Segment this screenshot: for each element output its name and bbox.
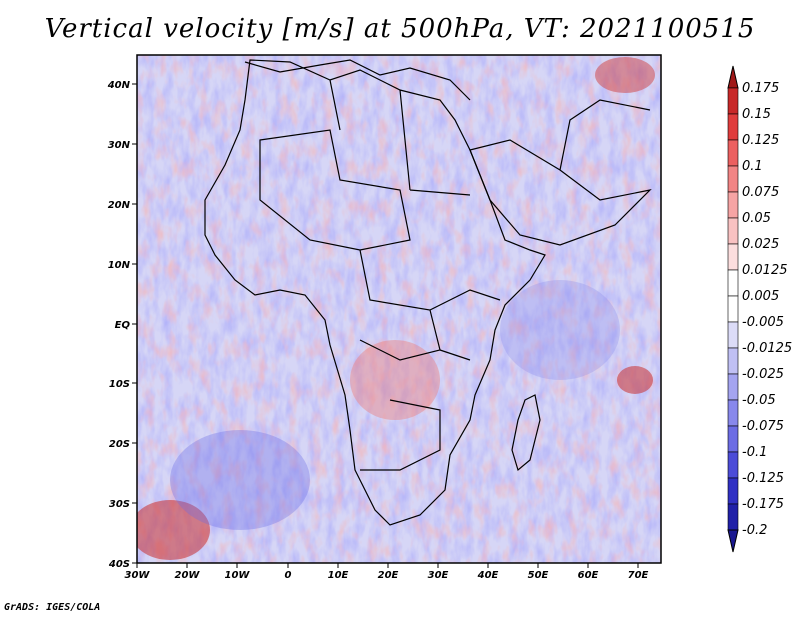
lon-tick-label: 10W — [225, 570, 251, 581]
colorbar-swatch — [727, 451, 739, 479]
colorbar-swatch — [727, 295, 739, 323]
colorbar-swatch — [727, 165, 739, 193]
colorbar-swatch — [727, 347, 739, 375]
colorbar-label: 0.005 — [742, 289, 779, 304]
colorbar-swatch — [727, 217, 739, 245]
lon-tick-label: 0 — [285, 570, 292, 581]
lon-tick-label: 10E — [328, 570, 349, 581]
lat-tick-label: EQ — [115, 320, 131, 331]
lat-tick-label: 30N — [108, 140, 131, 151]
colorbar-swatch — [727, 373, 739, 401]
lon-tick-label: 20W — [175, 570, 201, 581]
lat-tick-labels: 40N 30N 20N 10N EQ 10S 20S 30S 40S — [107, 80, 131, 570]
lat-tick-label: 40S — [108, 559, 130, 570]
lat-tick-label: 20S — [109, 439, 130, 450]
colorbar-label: 0.125 — [742, 133, 779, 148]
colorbar-label: 0.0125 — [742, 263, 788, 278]
colorbar-swatch — [727, 191, 739, 219]
lon-tick-label: 60E — [578, 570, 599, 581]
lon-tick-label: 40E — [477, 570, 499, 581]
velocity-field — [137, 55, 661, 563]
colorbar-swatch — [727, 503, 739, 531]
colorbar-swatch — [727, 477, 739, 505]
lon-tick-label: 30E — [428, 570, 449, 581]
colorbar-swatch — [727, 269, 739, 297]
colorbar-label: -0.075 — [742, 419, 784, 434]
colorbar-label: 0.1 — [742, 159, 763, 174]
colorbar-label: -0.1 — [742, 445, 767, 460]
lat-tick-label: 20N — [108, 200, 131, 211]
grads-credit: GrADS: IGES/COLA — [4, 602, 101, 613]
lat-tick-label: 10N — [108, 260, 131, 271]
lon-tick-labels: 30W 20W 10W 0 10E 20E 30E 40E 50E 60E 70… — [125, 570, 649, 581]
colorbar-swatch — [727, 87, 739, 115]
colorbar-label: 0.025 — [742, 237, 779, 252]
colorbar-bottom-arrow — [727, 529, 739, 553]
lon-tick-label: 30W — [125, 570, 151, 581]
colorbar-swatch — [727, 243, 739, 271]
colorbar-label: -0.2 — [742, 523, 767, 538]
colorbar-swatch — [727, 425, 739, 453]
colorbar-label: 0.15 — [742, 107, 771, 122]
colorbar-swatch — [727, 321, 739, 349]
colorbar-label: -0.025 — [742, 367, 784, 382]
colorbar: 0.175 0.15 0.125 0.1 0.075 0.05 0.025 0.0125 0.0… — [727, 65, 792, 553]
colorbar-label: -0.175 — [742, 497, 784, 512]
lat-tick-label: 40N — [107, 80, 131, 91]
lat-tick-marks — [132, 83, 137, 564]
colorbar-label: -0.125 — [742, 471, 784, 486]
colorbar-top-arrow — [727, 65, 739, 89]
colorbar-swatch — [727, 113, 739, 141]
colorbar-label: 0.175 — [742, 81, 779, 96]
colorbar-label: 0.075 — [742, 185, 779, 200]
lon-tick-marks — [136, 563, 639, 568]
plot-frame — [136, 54, 662, 564]
colorbar-label: 0.05 — [742, 211, 771, 226]
colorbar-label: -0.005 — [742, 315, 784, 330]
lon-tick-label: 20E — [378, 570, 399, 581]
colorbar-swatch — [727, 139, 739, 167]
colorbar-label: -0.05 — [742, 393, 776, 408]
colorbar-label: -0.0125 — [742, 341, 792, 356]
lat-tick-label: 30S — [109, 499, 130, 510]
coastlines — [204, 59, 652, 526]
lon-tick-label: 50E — [528, 570, 549, 581]
lat-tick-label: 10S — [109, 379, 130, 390]
lon-tick-label: 70E — [628, 570, 649, 581]
map-title: Vertical velocity [m/s] at 500hPa, VT: 2… — [44, 14, 756, 44]
colorbar-swatch — [727, 399, 739, 427]
